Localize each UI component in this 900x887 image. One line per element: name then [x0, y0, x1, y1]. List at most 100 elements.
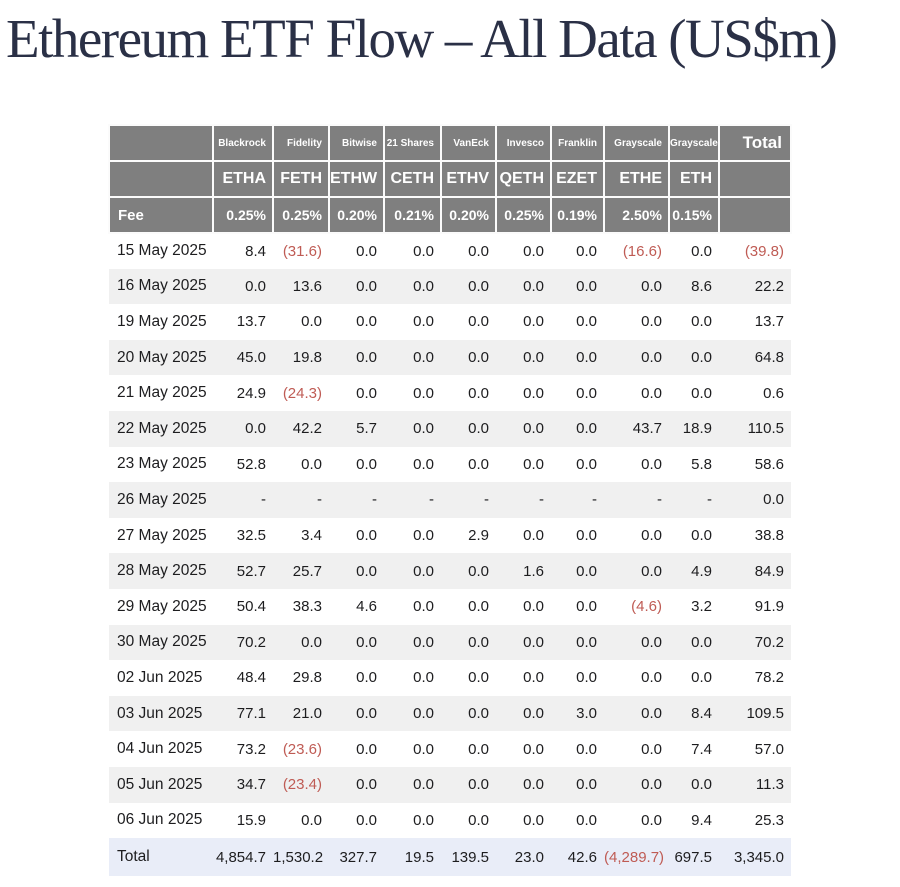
date-cell: 02 Jun 2025: [109, 660, 213, 696]
value-cell: 0.0: [384, 233, 441, 269]
issuer-bitwise: Bitwise: [328, 124, 385, 162]
value-cell: 0.0: [441, 446, 496, 483]
value-cell: 0.0: [496, 695, 551, 732]
fee-ethw: 0.20%: [328, 196, 385, 234]
date-cell: 23 May 2025: [109, 446, 213, 483]
total-value-cell: (4,289.7): [604, 838, 669, 877]
date-cell: 22 May 2025: [109, 410, 213, 447]
value-cell: 0.0: [669, 766, 719, 803]
value-cell: 0.0: [384, 410, 441, 447]
value-cell: 0.0: [329, 375, 384, 411]
value-cell: 3.2: [669, 588, 719, 625]
total-label-cell: Total: [109, 838, 213, 877]
value-cell: 0.0: [329, 446, 384, 483]
date-cell: 20 May 2025: [109, 339, 213, 376]
ticker-feth: FETH: [272, 160, 330, 198]
value-cell: 5.7: [329, 410, 384, 447]
value-cell: 42.2: [273, 410, 329, 447]
value-cell: 24.9: [213, 375, 273, 411]
value-cell: 0.0: [551, 268, 604, 305]
value-cell: 0.0: [384, 339, 441, 376]
value-cell: 0.0: [329, 802, 384, 839]
row-total-cell: 38.8: [719, 517, 791, 554]
table-row: 28 May 2025 52.7 25.7 0.0 0.0 0.0 1.6 0.0 0.0 4.9…: [109, 553, 791, 589]
table-row: 29 May 2025 50.4 38.3 4.6 0.0 0.0 0.0 0.0 (4.6) 3…: [109, 588, 791, 625]
value-cell: 52.8: [213, 446, 273, 483]
value-cell: 0.0: [496, 660, 551, 696]
value-cell: 0.0: [496, 233, 551, 269]
value-cell: 3.0: [551, 695, 604, 732]
value-cell: 0.0: [551, 339, 604, 376]
value-cell: 0.0: [384, 731, 441, 767]
total-value-cell: 23.0: [496, 838, 551, 877]
value-cell: -: [669, 482, 719, 518]
value-cell: 0.0: [604, 553, 669, 589]
date-cell: 30 May 2025: [109, 624, 213, 661]
value-cell: 0.0: [669, 233, 719, 269]
table-row: 20 May 2025 45.0 19.8 0.0 0.0 0.0 0.0 0.0 0.0 0.0…: [109, 339, 791, 376]
value-cell: 0.0: [384, 802, 441, 839]
issuer-row: Blackrock Fidelity Bitwise 21 Shares Van…: [108, 124, 792, 162]
value-cell: 0.0: [496, 588, 551, 625]
value-cell: 0.0: [496, 731, 551, 767]
total-row: Total 4,854.7 1,530.2 327.7 19.5 139.5 23.0 42.…: [109, 838, 791, 877]
value-cell: 9.4: [669, 802, 719, 839]
table-row: 04 Jun 2025 73.2 (23.6) 0.0 0.0 0.0 0.0 0.0 0.0 7…: [109, 731, 791, 767]
value-cell: 15.9: [213, 802, 273, 839]
fee-ezet: 0.19%: [550, 196, 605, 234]
value-cell: 0.0: [441, 766, 496, 803]
issuer-grayscale-eth: Grayscale: [668, 124, 720, 162]
date-cell: 04 Jun 2025: [109, 731, 213, 767]
value-cell: 0.0: [273, 802, 329, 839]
date-cell: 29 May 2025: [109, 588, 213, 625]
value-cell: 38.3: [273, 588, 329, 625]
value-cell: 0.0: [384, 517, 441, 554]
row-total-cell: 11.3: [719, 766, 791, 803]
value-cell: 0.0: [329, 304, 384, 340]
value-cell: -: [273, 482, 329, 518]
value-cell: 0.0: [669, 660, 719, 696]
table-header: Blackrock Fidelity Bitwise 21 Shares Van…: [108, 124, 792, 234]
value-cell: -: [329, 482, 384, 518]
value-cell: 0.0: [329, 695, 384, 732]
value-cell: 32.5: [213, 517, 273, 554]
ticker-blank-cell: [108, 160, 214, 198]
value-cell: 0.0: [669, 339, 719, 376]
value-cell: 0.0: [669, 624, 719, 661]
value-cell: 0.0: [496, 802, 551, 839]
value-cell: 0.0: [329, 553, 384, 589]
date-cell: 05 Jun 2025: [109, 766, 213, 803]
fee-feth: 0.25%: [272, 196, 330, 234]
table-body: 15 May 2025 8.4 (31.6) 0.0 0.0 0.0 0.0 0.0 (16.6…: [109, 233, 791, 877]
table-row: 16 May 2025 0.0 13.6 0.0 0.0 0.0 0.0 0.0 0.0 8.6 2…: [109, 268, 791, 305]
table-row: 30 May 2025 70.2 0.0 0.0 0.0 0.0 0.0 0.0 0.0 0.0 7…: [109, 624, 791, 661]
value-cell: 0.0: [213, 268, 273, 305]
value-cell: 0.0: [441, 339, 496, 376]
ticker-qeth: QETH: [495, 160, 552, 198]
value-cell: 0.0: [551, 517, 604, 554]
row-total-cell: 22.2: [719, 268, 791, 305]
ticker-eth: ETH: [668, 160, 720, 198]
fee-ethe: 2.50%: [603, 196, 670, 234]
value-cell: 0.0: [496, 304, 551, 340]
ticker-ceth: CETH: [383, 160, 442, 198]
total-value-cell: 19.5: [384, 838, 441, 877]
value-cell: 0.0: [273, 446, 329, 483]
row-total-cell: 109.5: [719, 695, 791, 732]
total-value-cell: 4,854.7: [213, 838, 273, 877]
issuer-fidelity: Fidelity: [272, 124, 330, 162]
value-cell: 0.0: [441, 624, 496, 661]
row-total-cell: 70.2: [719, 624, 791, 661]
value-cell: 3.4: [273, 517, 329, 554]
fee-total-blank-cell: [718, 196, 792, 234]
value-cell: 0.0: [496, 339, 551, 376]
value-cell: 50.4: [213, 588, 273, 625]
value-cell: 0.0: [384, 660, 441, 696]
value-cell: 5.8: [669, 446, 719, 483]
date-cell: 27 May 2025: [109, 517, 213, 554]
grand-total-cell: 3,345.0: [719, 838, 791, 877]
value-cell: 0.0: [329, 233, 384, 269]
ticker-total-blank-cell: [718, 160, 792, 198]
value-cell: 0.0: [273, 624, 329, 661]
total-value-cell: 1,530.2: [273, 838, 329, 877]
